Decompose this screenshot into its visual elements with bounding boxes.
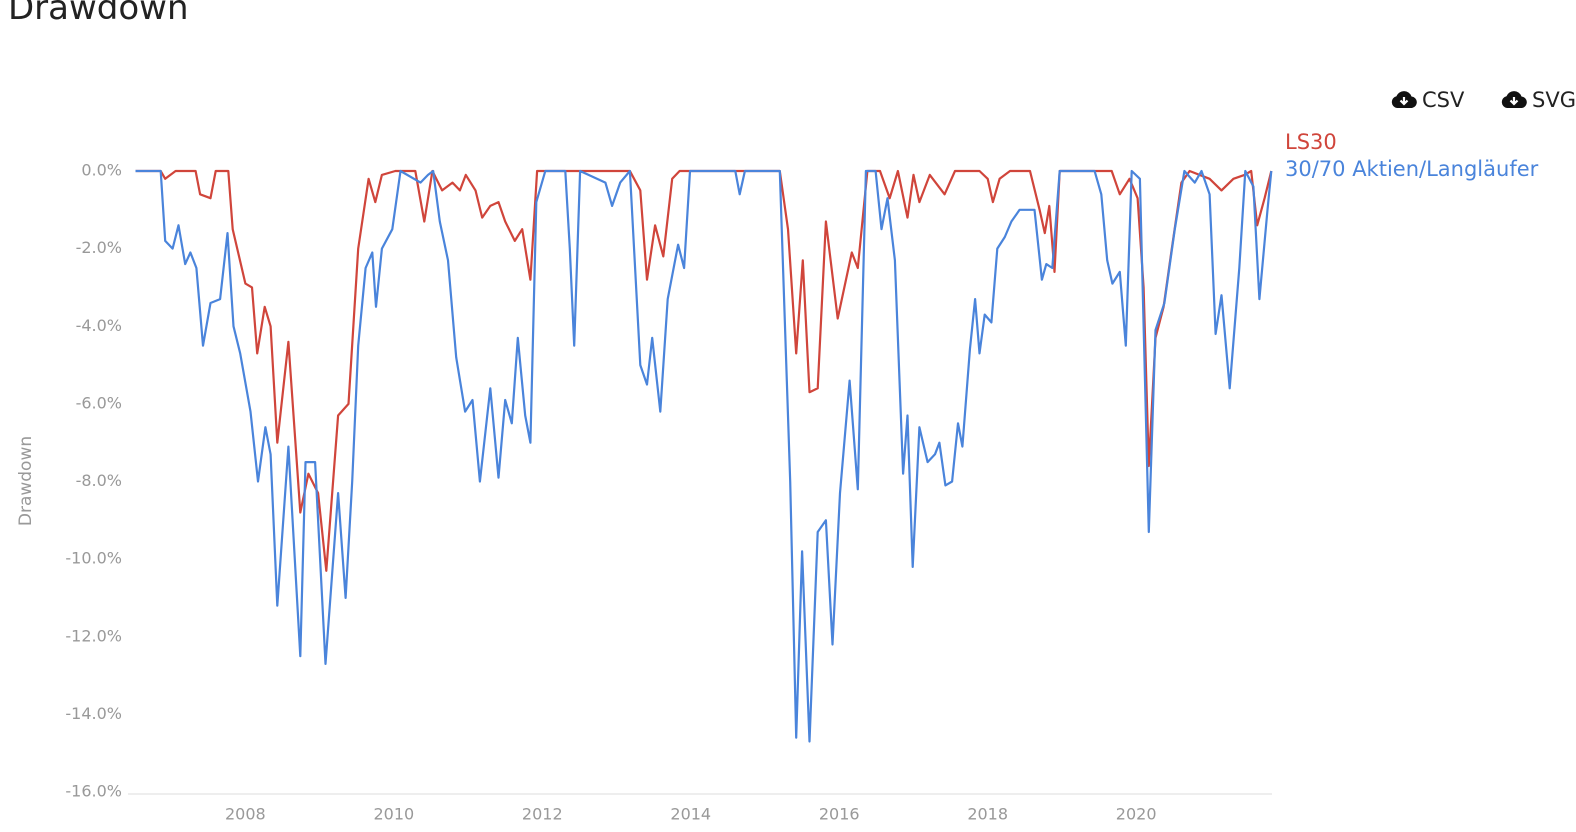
x-tick-label: 2010 [373,805,414,824]
download-label: CSV [1422,88,1465,112]
y-tick-label: -6.0% [76,393,122,412]
y-tick-label: -12.0% [65,626,122,645]
x-tick-label: 2020 [1116,805,1157,824]
x-tick-label: 2012 [522,805,563,824]
x-tick-label: 2016 [819,805,860,824]
download-label: SVG [1532,88,1576,112]
page-title: Drawdown [8,0,189,28]
legend-entry: LS30 [1285,130,1337,154]
series-line [135,169,1273,572]
x-tick-label: 2018 [967,805,1008,824]
cloud-download-icon [1501,91,1527,108]
y-tick-label: -16.0% [65,782,122,801]
y-tick-label: 0.0% [81,161,122,180]
y-tick-label: -2.0% [76,238,122,257]
y-axis-label: Drawdown [16,436,36,526]
y-tick-label: -4.0% [76,316,122,335]
x-tick-label: 2014 [670,805,711,824]
y-tick-label: -8.0% [76,471,122,490]
y-tick-label: -10.0% [65,549,122,568]
y-tick-label: -14.0% [65,704,122,723]
cloud-download-icon [1391,91,1417,108]
download-csv[interactable]: CSV [1390,88,1464,112]
series-line [135,169,1273,743]
download-svg[interactable]: SVG [1500,88,1576,112]
x-tick-label: 2008 [225,805,266,824]
legend-entry: 30/70 Aktien/Langläufer [1285,157,1539,181]
